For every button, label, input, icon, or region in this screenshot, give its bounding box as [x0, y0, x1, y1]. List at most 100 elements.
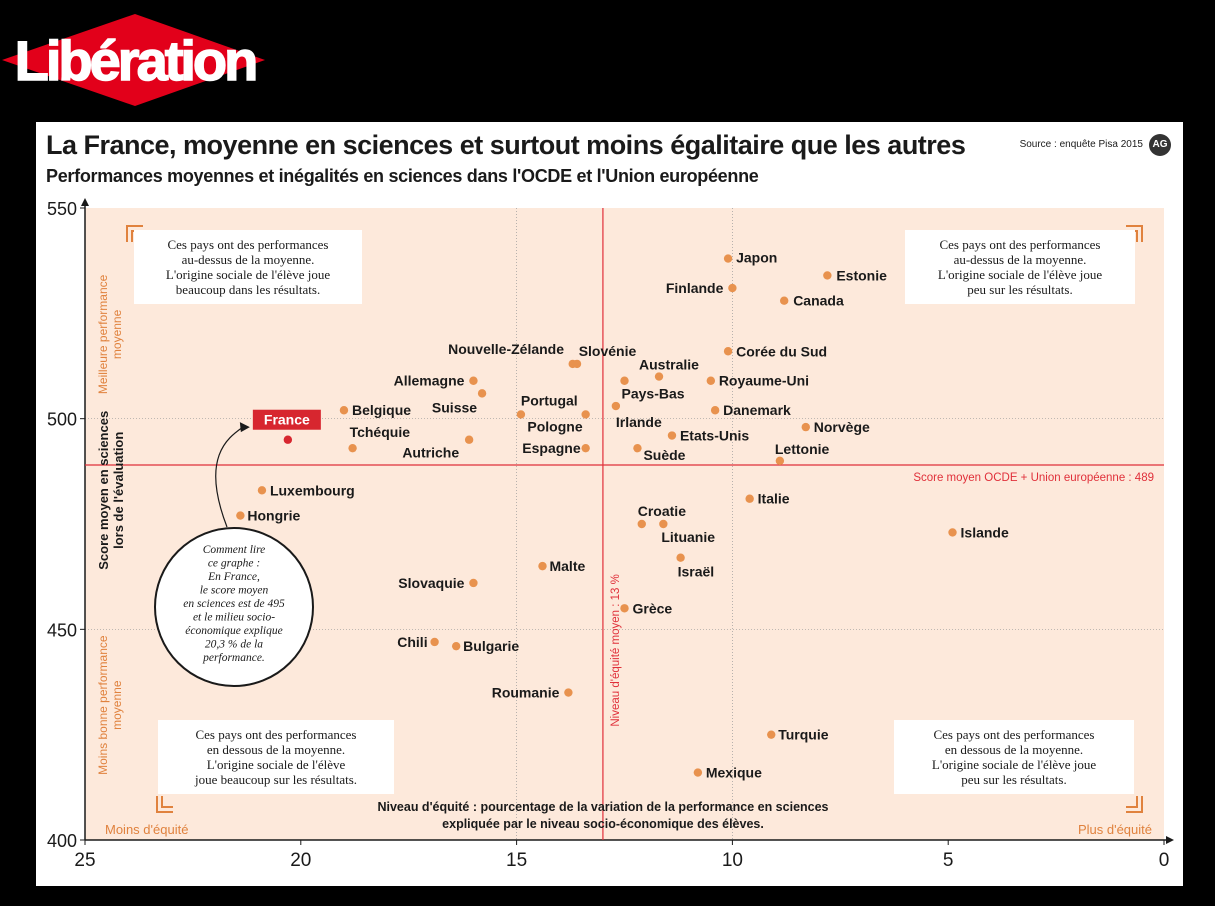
point-label: Allemagne: [394, 373, 465, 389]
point-label: Malte: [549, 558, 585, 574]
point-label: Australie: [639, 357, 699, 373]
point-marker: [693, 768, 703, 777]
annotation-top-right-text: peu sur les résultats.: [967, 282, 1072, 297]
howto-text: performance.: [202, 652, 265, 664]
x-tick-label: 20: [290, 850, 311, 871]
point-label: Suède: [643, 447, 685, 463]
point-label: Lituanie: [661, 529, 715, 545]
annotation-top-right-box: [905, 230, 1135, 304]
howto-text: 20,3 % de la: [205, 639, 263, 651]
point-marker: [948, 528, 957, 537]
point-label: Pays-Bas: [622, 386, 685, 402]
howto-circle: [154, 527, 314, 687]
point-marker: [620, 604, 629, 613]
howto-text: et le milieu socio-: [193, 612, 275, 624]
x-tick-label: 0: [1159, 850, 1170, 871]
point-label: Nouvelle-Zélande: [448, 341, 564, 357]
y-axis-arrow: [81, 198, 89, 206]
point-label: Irlande: [616, 414, 662, 430]
point-label: Canada: [793, 293, 844, 309]
annotation-bottom-left-box: [158, 720, 394, 794]
point-marker: [667, 431, 677, 440]
x-axis-arrow: [1166, 836, 1174, 844]
point-marker: [723, 254, 733, 263]
point-label: Luxembourg: [270, 482, 355, 498]
point-label: Suisse: [432, 399, 477, 415]
point-label: Belgique: [352, 402, 411, 418]
point-label: Croatie: [638, 503, 686, 519]
average-score-label: Score moyen OCDE + Union européenne : 48…: [913, 472, 1154, 484]
corner-bracket-top-right: [1126, 225, 1143, 242]
point-label: Pologne: [527, 418, 582, 434]
average-equity-label: Niveau d'équité moyen : 13 %: [610, 574, 622, 726]
point-marker: [706, 376, 716, 385]
annotation-top-left-text: beaucoup dans les résultats.: [176, 282, 320, 297]
point-label: Japon: [736, 250, 777, 266]
y-tick-label: 450: [47, 620, 77, 640]
point-marker: [710, 406, 720, 415]
point-label: Roumanie: [492, 685, 560, 701]
corner-bracket-bottom-left: [161, 796, 173, 808]
point-marker: [676, 553, 685, 562]
point-marker: [723, 347, 733, 356]
point-marker: [654, 372, 664, 381]
point-label: Chili: [397, 634, 427, 650]
y-bottom-label-line2: moyenne: [110, 680, 124, 730]
point-label: Norvège: [814, 419, 870, 435]
annotation-bottom-right-box: [894, 720, 1134, 794]
point-label: Grèce: [633, 600, 673, 616]
liberation-logo: Libération: [0, 8, 270, 108]
point-marker: [659, 519, 668, 529]
point-marker: [633, 443, 642, 453]
annotation-top-left-text: L'origine sociale de l'élève joue: [166, 267, 330, 282]
point-marker: [728, 283, 737, 293]
x-left-label: Moins d'équité: [105, 822, 188, 837]
point-marker: [430, 637, 439, 647]
point-label: Autriche: [402, 445, 459, 461]
point-label: Finlande: [666, 280, 724, 296]
point-label: Italie: [758, 491, 790, 507]
point-label: Israël: [678, 564, 715, 580]
point-label: Danemark: [723, 402, 791, 418]
x-axis-title-line1: Niveau d'équité : pourcentage de la vari…: [377, 800, 828, 814]
point-label: Bulgarie: [463, 638, 519, 654]
annotation-bottom-right-text: peu sur les résultats.: [961, 772, 1066, 787]
annotation-bottom-right-text: Ces pays ont des performances: [933, 727, 1094, 742]
point-marker: [564, 688, 573, 697]
point-marker: [516, 410, 526, 419]
point-marker: [339, 406, 349, 415]
logo-diamond: Libération: [2, 14, 265, 106]
corner-bracket-bottom-left: [156, 796, 173, 813]
point-marker: [611, 401, 621, 411]
annotation-bottom-left-text: joue beaucoup sur les résultats.: [194, 772, 357, 787]
y-axis-title-line2: lors de l'évaluation: [111, 432, 126, 549]
point-marker: [469, 578, 478, 588]
howto-text: Comment lire: [203, 544, 266, 556]
point-marker: [637, 519, 646, 529]
annotation-bottom-left-text: en dessous de la moyenne.: [207, 742, 345, 757]
annotation-bottom-right-text: en dessous de la moyenne.: [945, 742, 1083, 757]
howto-arrow-head: [239, 422, 250, 433]
point-marker: [620, 376, 629, 385]
howto-arrow-line: [215, 426, 244, 528]
point-label: Corée du Sud: [736, 343, 827, 359]
corner-bracket-bottom-right: [1126, 796, 1143, 813]
x-axis-title-line2: expliquée par le niveau socio-économique…: [442, 817, 764, 831]
infographic-panel: 550 500 450 400 25 20 15 10 5 0 Score moyen OCDE +…: [36, 122, 1183, 886]
y-bottom-label-line1: Moins bonne performance: [96, 635, 110, 775]
x-tick-label: 5: [943, 850, 954, 871]
howto-text: économique explique: [185, 625, 282, 637]
point-label: Mexique: [706, 765, 762, 781]
point-marker: [581, 443, 590, 453]
annotation-top-left-box: [134, 230, 362, 304]
x-right-label: Plus d'équité: [1078, 822, 1152, 837]
annotation-top-right-text: L'origine sociale de l'élève joue: [938, 267, 1102, 282]
annotation-top-right-text: Ces pays ont des performances: [939, 237, 1100, 252]
y-tick-label: 550: [47, 199, 77, 219]
point-label: Estonie: [836, 267, 887, 283]
france-label-box: [252, 409, 321, 430]
source-text: Source : enquête Pisa 2015: [1019, 139, 1143, 150]
point-label: Islande: [961, 524, 1009, 540]
point-marker: [477, 389, 487, 398]
